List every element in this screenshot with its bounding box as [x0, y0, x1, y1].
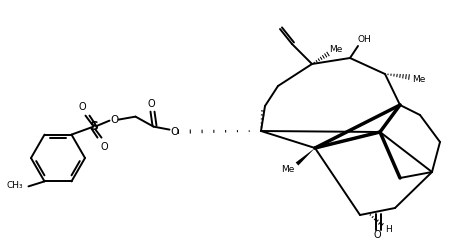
Text: Me: Me: [281, 166, 295, 174]
Text: O: O: [110, 115, 118, 125]
Text: S: S: [89, 120, 98, 133]
Text: O: O: [148, 99, 155, 109]
Text: H: H: [385, 225, 391, 233]
Text: O: O: [101, 142, 108, 152]
Text: O: O: [170, 127, 178, 137]
Text: O: O: [79, 102, 86, 112]
Polygon shape: [295, 148, 315, 166]
Text: O: O: [374, 231, 381, 241]
Text: CH₃: CH₃: [7, 181, 24, 190]
Text: OH: OH: [357, 34, 371, 44]
Text: Me: Me: [413, 75, 426, 83]
Text: Me: Me: [329, 46, 343, 55]
